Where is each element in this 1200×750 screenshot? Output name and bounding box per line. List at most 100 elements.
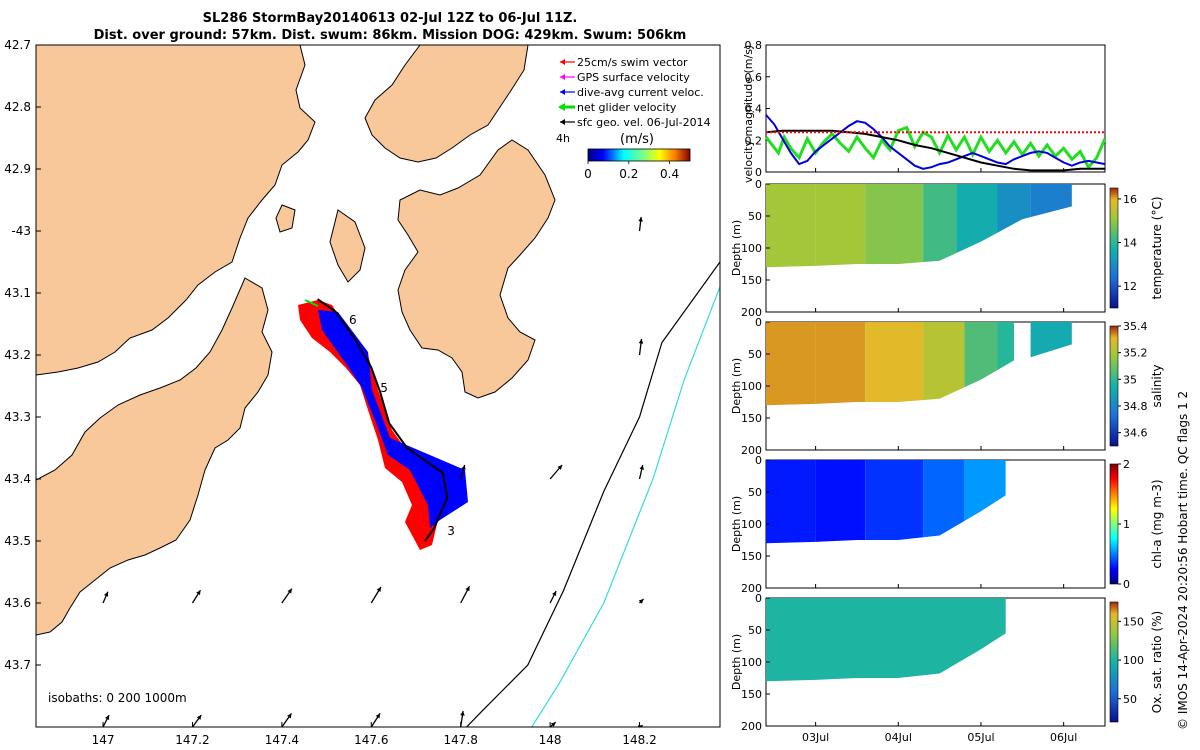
map-x-ticks: 147 147.2 147.4 147.6 147.8 148 148.2 [92,722,657,747]
sfc-geo-vector-17 [638,338,644,356]
isobaths-label: isobaths: 0 200 1000m [48,691,187,705]
time-tick-label: 03Jul [802,731,829,744]
legend-dive-avg-current: dive-avg current veloc. [577,86,704,99]
map-x-tick-label: 147.2 [175,733,209,747]
time-tick-label: 06Jul [1050,731,1077,744]
profile-panel-0: 0 50 100 150 200 Depth (m) 12 14 16 temperature (… [730,178,1164,319]
map-panel: 6 5 3 25cm/s swim vector GPS surface veloc… [4,38,721,747]
colorbar-tick: 34.6 [1123,427,1148,440]
map-x-tick-label: 147.8 [444,733,478,747]
sfc-geo-vector-7 [102,714,110,727]
colorbar-tick: 35.4 [1123,320,1148,333]
profile-y-tick: 0 [755,592,762,605]
figure-title-line2: Dist. over ground: 57km. Dist. swum: 86k… [93,28,687,43]
profile-y-tick: 50 [748,210,762,223]
map-x-tick-label: 147 [92,733,115,747]
swim-vector-swath [298,300,438,550]
sfc-geo-vector-16 [638,464,644,480]
profile-ylabel: Depth (m) [730,220,743,276]
land-northwest [36,45,316,376]
colorbar-label: chl-a (mg m-3) [1150,479,1164,568]
map-y-tick-label: 43.3 [4,410,31,424]
profile-ylabel: Depth (m) [730,358,743,414]
velocity-ylabel: velocity magnitude (m/s) [742,44,755,183]
profile-cell-0 [766,322,816,406]
profile-y-tick: 200 [741,444,762,457]
profile-y-tick: 150 [741,688,762,701]
profile-cell-0 [766,460,816,544]
map-colorbar-tick: 0.2 [619,167,638,181]
sfc-geo-vector-15 [549,464,563,480]
legend-swim-vector: 25cm/s swim vector [577,56,688,69]
sfc-geo-vector-18 [638,216,643,232]
profile-cell-1 [815,184,866,268]
net-track-line [317,298,449,542]
colorbar-tick: 12 [1123,280,1137,293]
velocity-series-2 [765,129,1105,172]
land-forestier [397,139,556,399]
profile-y-tick: 0 [755,178,762,191]
land-northeast [364,45,529,163]
profile-cell-2 [865,322,924,406]
land-islet [275,204,296,233]
map-y-tick-label: 43.6 [4,596,31,610]
time-tick-label: 04Jul [885,731,912,744]
velocity-y-tick: 0.6 [745,71,763,84]
profile-y-tick: 0 [755,454,762,467]
figure-title-line1: SL286 StormBay20140613 02-Jul 12Z to 06-… [202,11,578,26]
colorbar-tick: 150 [1123,615,1144,628]
map-frame [35,44,721,728]
velocity-series-0 [764,125,1107,170]
net-glider-velocity-mark [304,299,319,307]
velocity-y-tick: 0.4 [745,103,763,116]
sfc-geo-vector-5 [549,590,557,604]
colorbar-tick: 1 [1123,518,1130,531]
map-x-tick-label: 148 [539,733,562,747]
colorbar-tick: 2 [1123,458,1130,471]
imos-credit: © IMOS 14-Apr-2024 20:20:56 Hobart time.… [1176,390,1190,730]
map-y-tick-label: 42.7 [4,38,31,52]
map-colorbar [587,148,691,162]
profile-y-tick: 50 [748,486,762,499]
profile-y-tick: 50 [748,624,762,637]
profile-y-tick: 100 [741,656,762,669]
velocity-series-1 [765,114,1106,170]
sfc-geo-vector-14 [460,464,466,480]
colorbar-label: Ox. sat. ratio (%) [1150,611,1164,713]
colorbar-tick: 34.8 [1123,400,1148,413]
profile-ylabel: Depth (m) [730,496,743,552]
map-x-tick-label: 147.4 [265,733,299,747]
profile-colorbar [1109,187,1119,309]
sfc-geo-vector-2 [281,588,293,604]
isobath-1000m [531,286,720,727]
sfc-geo-vector-8 [191,714,202,727]
profile-colorbar [1109,463,1119,585]
map-y-tick-label: 43.2 [4,348,31,362]
time-tick-label: 05Jul [967,731,994,744]
land-peninsula [329,209,366,283]
profile-y-tick: 200 [741,720,762,733]
profile-y-tick: 150 [741,550,762,563]
map-x-tick-label: 148.2 [622,733,656,747]
profile-y-tick: 100 [741,518,762,531]
profile-panel-2: 0 50 100 150 200 Depth (m) 0 1 2 chl-a (mg m-3) [730,454,1164,595]
map-y-tick-label: 42.8 [4,100,31,114]
sfc-geo-vector-6 [638,598,644,604]
map-y-ticks: 42.7 42.8 42.9 -43 43.1 43.2 43.3 43.4 43.5 43.6 4… [4,38,41,672]
profile-cell-3 [923,184,957,268]
profile-y-tick: 100 [741,242,762,255]
colorbar-tick: 100 [1123,654,1144,667]
profile-cell-2 [865,184,924,268]
map-x-tick-label: 147.6 [354,733,388,747]
legend-sfc-geo-velocity: sfc geo. vel. 06-Jul-2014 [577,116,711,129]
map-colorbar-tick: 0 [584,167,592,181]
isobaths [465,261,720,727]
track-day-label-6: 6 [349,313,357,327]
colorbar-tick: 35 [1123,373,1137,386]
map-y-tick-label: 43.1 [4,286,31,300]
colorbar-tick: 50 [1123,693,1137,706]
profile-y-tick: 150 [741,412,762,425]
profile-colorbar [1109,601,1119,723]
colorbar-label: salinity [1150,364,1164,407]
